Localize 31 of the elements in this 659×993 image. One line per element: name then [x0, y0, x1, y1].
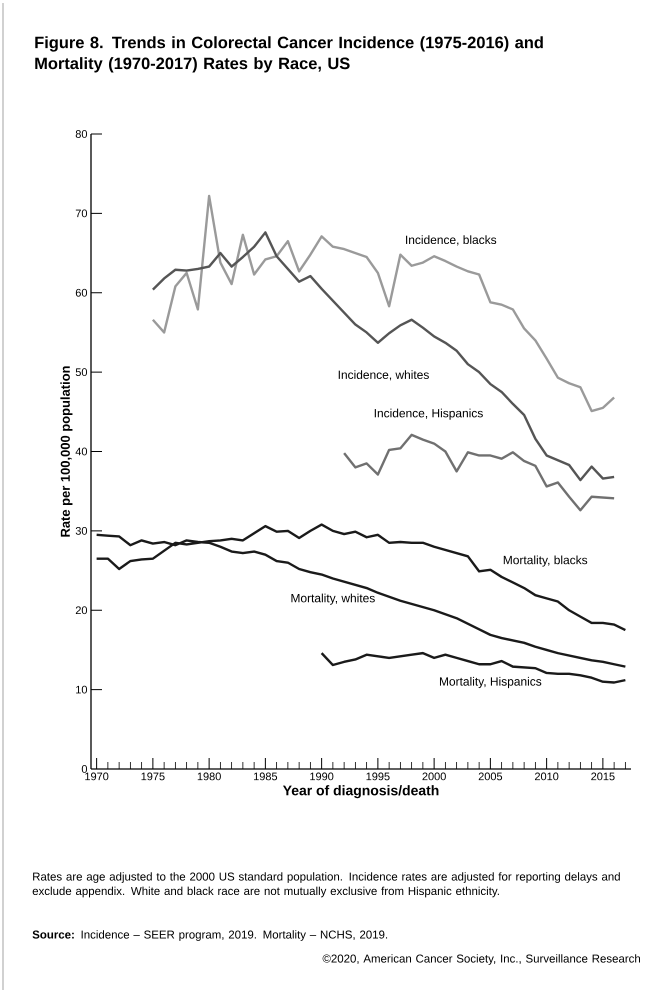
y-tick-label: 80 [76, 130, 88, 138]
text: Incidence, Hispanics [374, 408, 483, 420]
x-tick-label: 1970 [85, 772, 108, 780]
y-tick-label: 30 [76, 527, 88, 535]
x-tick-label: 2005 [478, 772, 502, 780]
series-label: Incidence, blacks [406, 235, 496, 246]
series-label: Mortality, blacks [504, 555, 588, 567]
series-label: Mortality, whites [291, 594, 375, 605]
text: ©2020, American Cancer Society, Inc., Surveillance Research [322, 954, 640, 965]
x-tick-label: 2015 [591, 772, 615, 780]
x-tick-label: 1985 [254, 772, 278, 780]
x-tick-label: 2000 [422, 772, 446, 780]
y-axis-title: Rate per 100,000 population [60, 366, 72, 537]
series-label: Mortality, Hispanics [440, 676, 542, 688]
chart-title: Figure 8. Trends in Colorectal Cancer Incidence (1975-2016) and Mortality (1970-2017) Rates by Race, US [35, 36, 543, 72]
y-tick-label: 20 [76, 606, 88, 614]
x-axis-title: Year of diagnosis/death [282, 785, 438, 798]
y-tick-label: 10 [76, 686, 88, 694]
y-tick-label: 40 [76, 448, 88, 456]
y-tick-label: 70 [76, 210, 88, 218]
x-tick-label: 1975 [142, 772, 165, 780]
y-tick-label: 60 [76, 288, 88, 297]
y-tick-label: 0 [82, 765, 88, 773]
x-tick-label: 1990 [310, 772, 334, 780]
text: Incidence, whites [338, 370, 429, 380]
x-tick-label: 1995 [366, 772, 390, 780]
y-tick-label: 50 [76, 368, 88, 376]
x-tick-label: 1980 [198, 772, 221, 780]
text: Rates are age adjusted to the 2000 US standard population. Incidence rates are adjusted for reporting delays and exclude appendix. White and black race are not mutually exclusive from Hispanic ethnicity. [32, 872, 620, 898]
x-tick-label: 2010 [534, 772, 558, 780]
text: Source: Incidence – SEER program, 2019. Mortality – NCHS, 2019. [32, 930, 388, 941]
